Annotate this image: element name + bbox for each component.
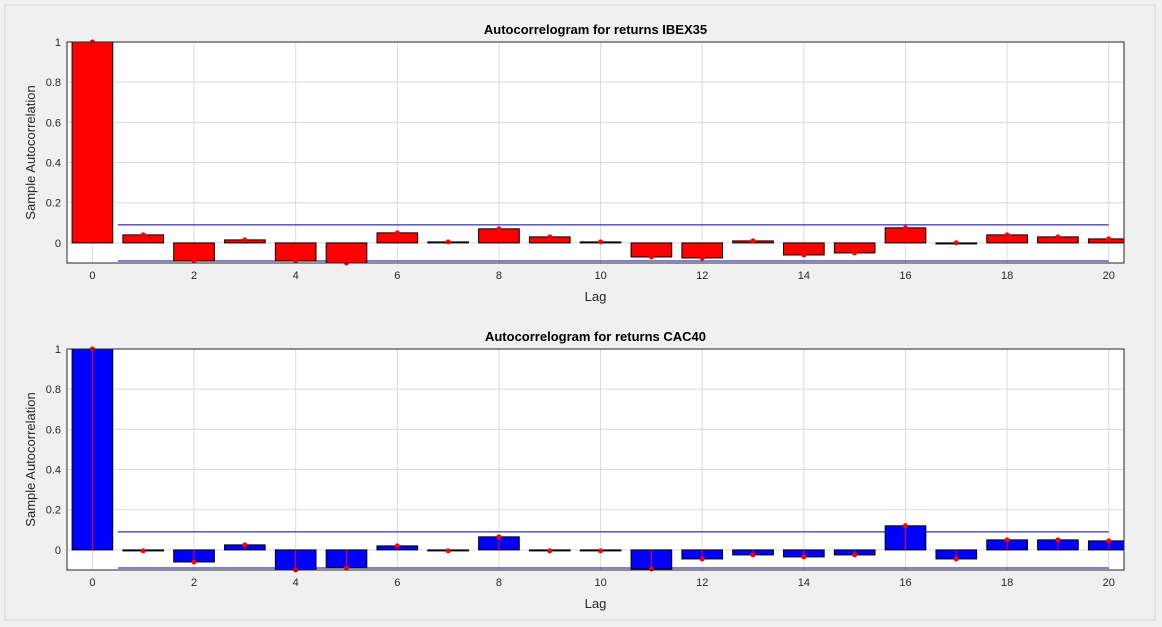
ibex35-autocorrelogram: 0 2 4 6 8 10 12 14 16 18 20 0 0.2 0.4 0.6 0.8 1 Autocor…	[23, 22, 1125, 304]
y-tick-label: 0.2	[46, 505, 61, 517]
y-tick-label: 0.6	[46, 117, 61, 129]
bar-lag-5	[325, 242, 368, 264]
y-tick-label: 0	[55, 238, 61, 250]
marker-lag-13	[750, 238, 756, 244]
marker-lag-20	[1106, 236, 1112, 242]
bar-lag-0	[71, 41, 114, 244]
marker-lag-15	[852, 250, 858, 256]
marker-lag-13	[750, 552, 756, 558]
bar-lag-20	[1087, 540, 1125, 551]
marker-lag-10	[598, 548, 604, 554]
marker-lag-8	[496, 534, 502, 540]
x-axis-label: Lag	[585, 289, 607, 304]
x-tick-label: 8	[496, 270, 502, 282]
y-tick-label: 0.4	[46, 158, 61, 170]
y-tick-labels: 0 0.2 0.4 0.6 0.8 1	[46, 344, 61, 557]
cac40-autocorrelogram: 0 2 4 6 8 10 12 14 16 18 20 0 0.2 0.4 0.6 0.8 1 Autocor…	[23, 329, 1125, 611]
marker-lag-17	[953, 240, 959, 246]
bar-lag-2	[173, 242, 215, 262]
x-tick-label: 10	[594, 577, 606, 589]
y-tick-label: 0.2	[46, 198, 61, 210]
x-tick-label: 4	[293, 270, 299, 282]
x-tick-label: 6	[394, 270, 400, 282]
plot-area	[67, 349, 1124, 570]
marker-lag-16	[902, 523, 908, 529]
y-tick-labels: 0 0.2 0.4 0.6 0.8 1	[46, 37, 61, 250]
marker-lag-4	[293, 258, 299, 264]
x-tick-label: 2	[191, 577, 197, 589]
x-tick-label: 18	[1001, 577, 1013, 589]
y-tick-label: 0.6	[46, 424, 61, 436]
bar-lag-20	[1087, 238, 1125, 244]
x-tick-labels: 0 2 4 6 8 10 12 14 16 18 20	[89, 577, 1115, 589]
marker-lag-9	[547, 548, 553, 554]
y-tick-label: 0.8	[46, 384, 61, 396]
x-axis-label: Lag	[585, 596, 607, 611]
marker-lag-18	[1004, 537, 1010, 543]
x-tick-label: 4	[293, 577, 299, 589]
marker-lag-20	[1106, 538, 1112, 544]
y-axis-label: Sample Autocorrelation	[23, 392, 38, 526]
marker-lag-7	[445, 239, 451, 245]
marker-lag-7	[445, 548, 451, 554]
chart-title: Autocorrelogram for returns CAC40	[485, 329, 706, 344]
x-tick-label: 18	[1001, 270, 1013, 282]
marker-lag-3	[242, 237, 248, 243]
marker-lag-8	[496, 226, 502, 232]
x-tick-label: 20	[1103, 270, 1115, 282]
x-tick-labels: 0 2 4 6 8 10 12 14 16 18 20	[89, 270, 1115, 282]
plot-area	[67, 42, 1124, 263]
marker-lag-19	[1055, 234, 1061, 240]
marker-lag-12	[699, 255, 705, 261]
marker-lag-19	[1055, 537, 1061, 543]
x-tick-label: 8	[496, 577, 502, 589]
x-tick-label: 10	[594, 270, 606, 282]
plot-frame	[66, 348, 1125, 571]
x-tick-label: 20	[1103, 577, 1115, 589]
marker-lag-18	[1004, 232, 1010, 238]
marker-lag-17	[953, 556, 959, 562]
marker-lag-6	[394, 543, 400, 549]
y-tick-label: 0.4	[46, 465, 61, 477]
marker-lag-2	[191, 559, 197, 565]
marker-lag-1	[140, 232, 146, 238]
bar-lag-4	[274, 242, 317, 262]
plot-frame	[66, 41, 1125, 264]
y-tick-label: 1	[55, 344, 61, 356]
x-tick-label: 0	[89, 270, 95, 282]
marker-lag-10	[598, 239, 604, 245]
marker-lag-14	[801, 554, 807, 560]
y-axis-label: Sample Autocorrelation	[23, 85, 38, 219]
marker-lag-1	[140, 548, 146, 554]
marker-series	[89, 39, 1112, 266]
marker-lag-14	[801, 252, 807, 258]
marker-lag-6	[394, 230, 400, 236]
marker-lag-3	[242, 542, 248, 548]
y-tick-label: 0.8	[46, 77, 61, 89]
bar-series	[71, 41, 1125, 264]
marker-lag-11	[648, 566, 654, 572]
marker-lag-9	[547, 234, 553, 240]
marker-lag-11	[648, 254, 654, 260]
y-tick-label: 1	[55, 37, 61, 49]
x-tick-label: 14	[798, 270, 810, 282]
x-tick-label: 16	[899, 577, 911, 589]
x-tick-label: 14	[798, 577, 810, 589]
marker-lag-16	[902, 225, 908, 231]
marker-lag-2	[191, 258, 197, 264]
marker-lag-5	[343, 565, 349, 571]
x-tick-label: 12	[696, 577, 708, 589]
x-tick-label: 12	[696, 270, 708, 282]
marker-lag-15	[852, 552, 858, 558]
chart-title: Autocorrelogram for returns IBEX35	[484, 22, 707, 37]
marker-lag-12	[699, 556, 705, 562]
x-tick-label: 16	[899, 270, 911, 282]
x-tick-label: 0	[89, 577, 95, 589]
y-tick-label: 0	[55, 545, 61, 557]
x-tick-label: 6	[394, 577, 400, 589]
x-tick-label: 2	[191, 270, 197, 282]
